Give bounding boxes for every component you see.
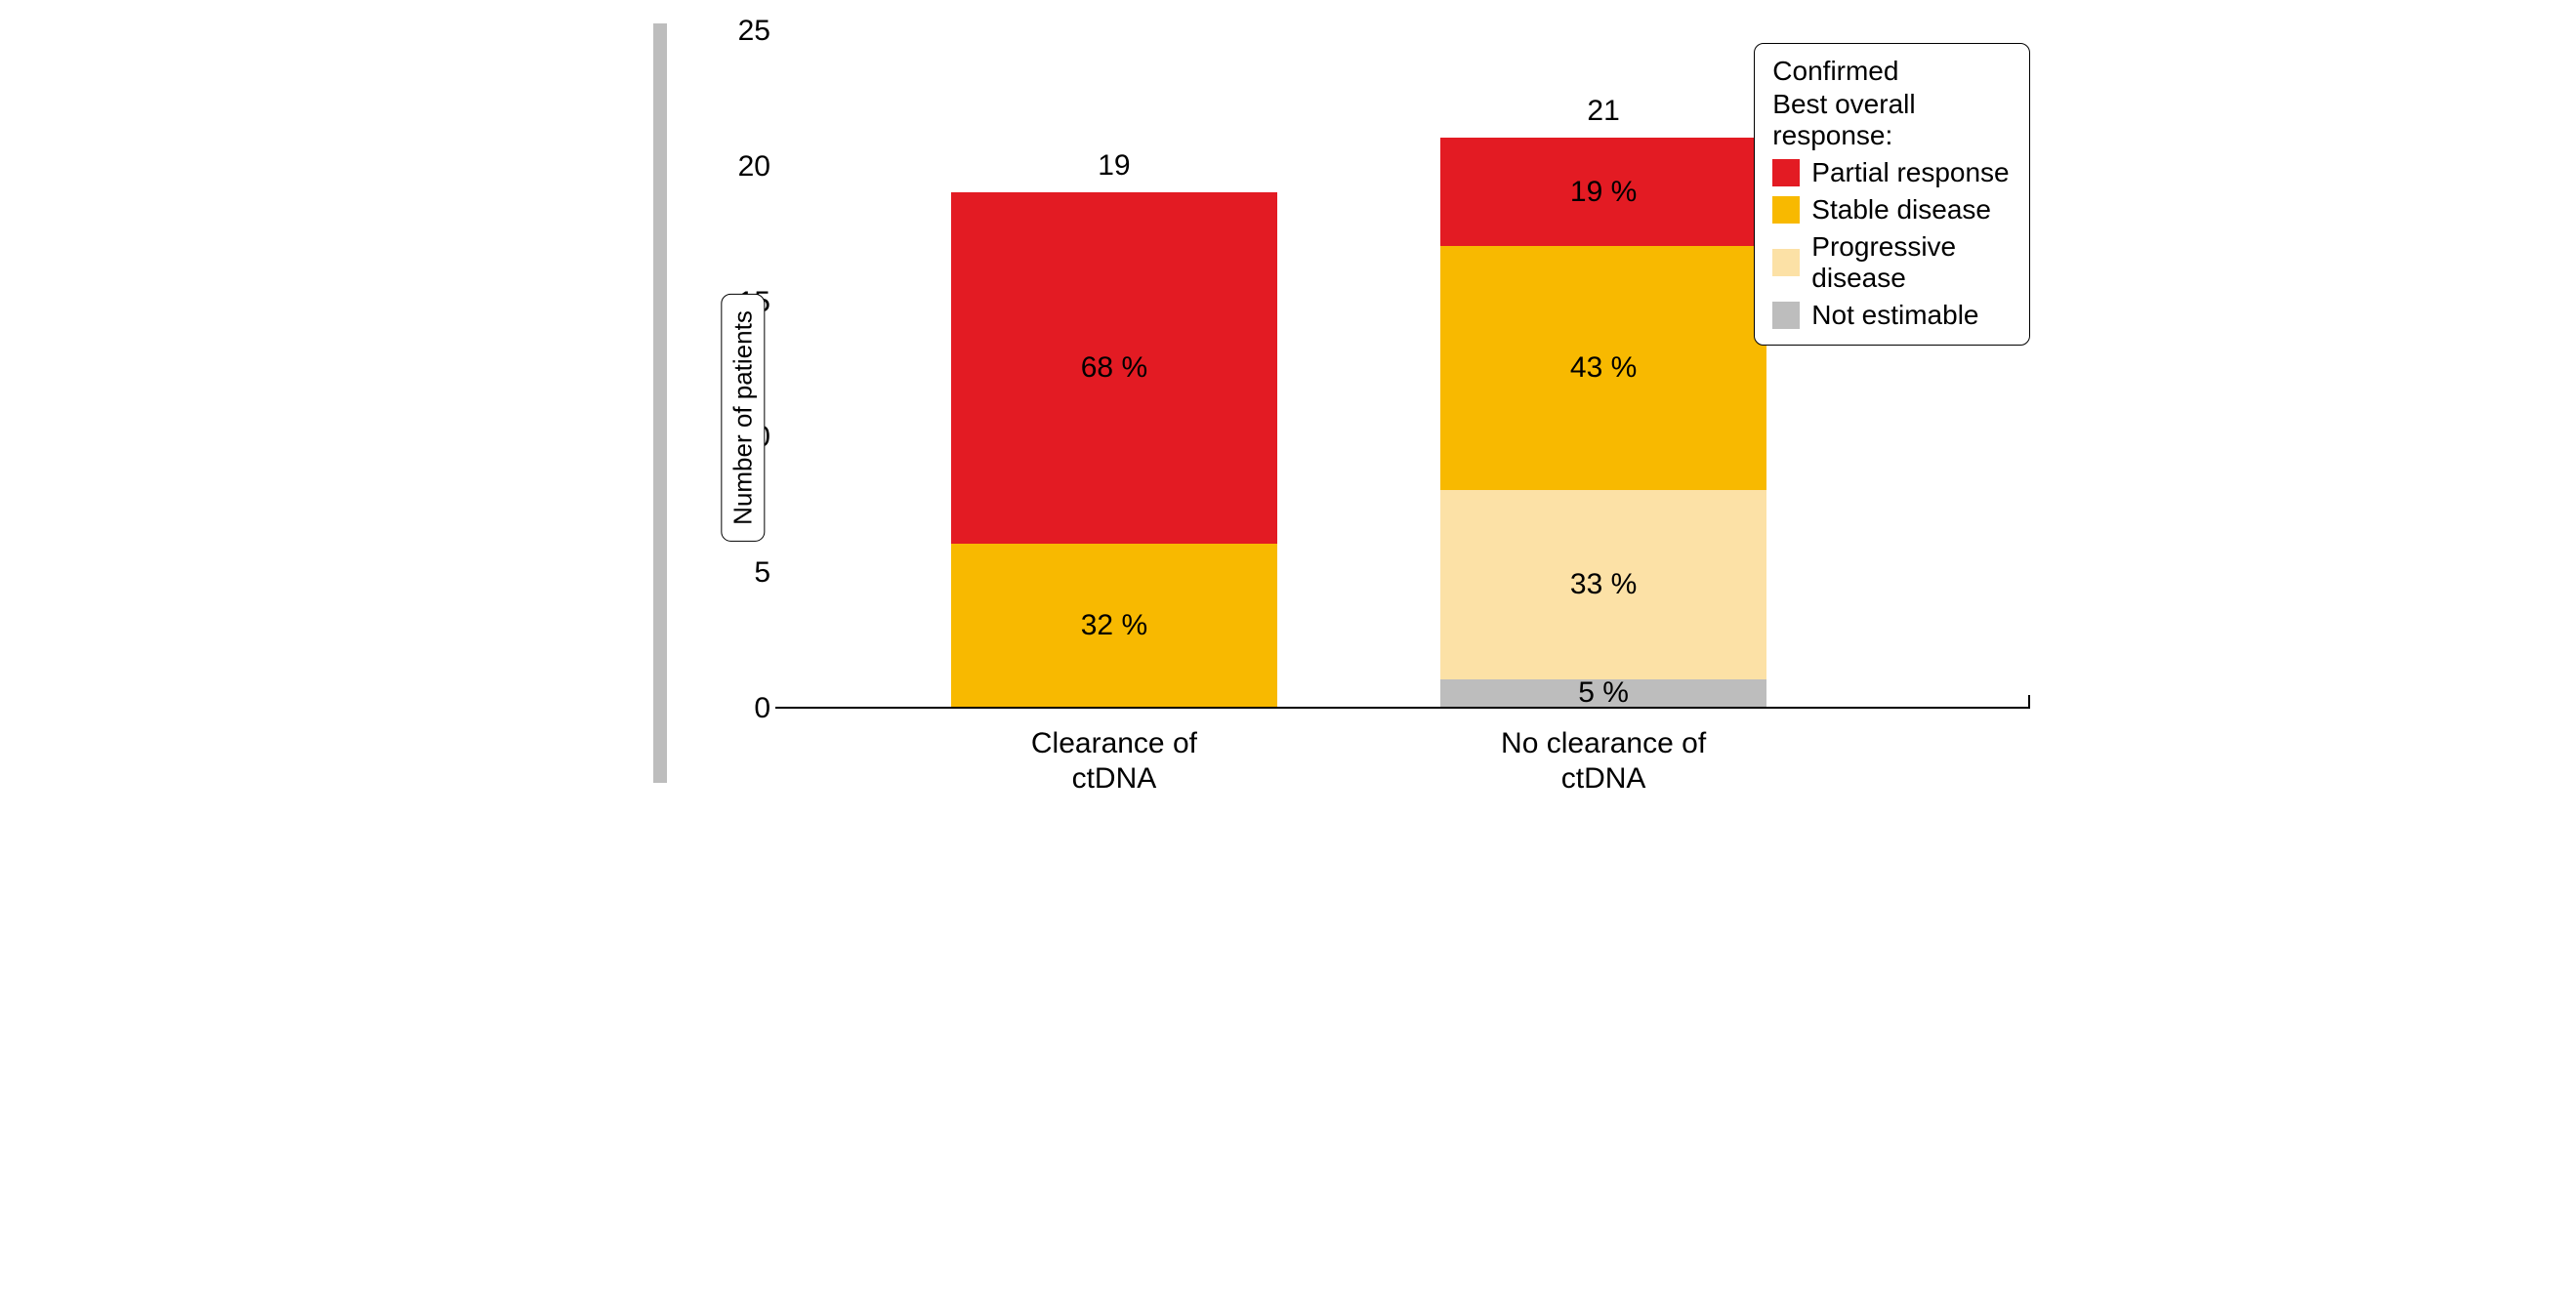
- y-tick-label: 20: [722, 150, 770, 184]
- segment-pct-label: 43 %: [1570, 351, 1637, 385]
- legend-title-line2: Best overall response:: [1772, 89, 2012, 151]
- bar-segment-no_clearance-pr: 19 %: [1440, 138, 1766, 246]
- bar-segment-clearance-pr: 68 %: [951, 192, 1277, 545]
- y-tick-label: 25: [722, 15, 770, 48]
- legend-row-sd: Stable disease: [1772, 194, 2012, 225]
- legend-swatch-pr: [1772, 159, 1800, 186]
- segment-pct-label: 32 %: [1081, 609, 1147, 642]
- plot-area: 32 %68 %195 %33 %43 %19 %21 0510152025 C…: [775, 29, 2030, 709]
- bar-total-label: 21: [1440, 95, 1766, 128]
- bar-total-label: 19: [951, 149, 1277, 183]
- bar-segment-no_clearance-sd: 43 %: [1440, 246, 1766, 490]
- legend-label-pd: Progressive disease: [1811, 231, 2012, 294]
- y-tick-label: 0: [722, 692, 770, 725]
- bar-segment-no_clearance-ne: 5 %: [1440, 679, 1766, 707]
- legend-row-pd: Progressive disease: [1772, 231, 2012, 294]
- y-axis-label: Number of patients: [721, 294, 765, 542]
- legend-swatch-pd: [1772, 249, 1800, 276]
- legend: Confirmed Best overall response: Partial…: [1754, 43, 2030, 346]
- bar-group-clearance: 32 % 68 % 19: [951, 29, 1277, 707]
- y-tick-label: 5: [722, 556, 770, 590]
- segment-pct-label: 19 %: [1570, 176, 1637, 209]
- segment-pct-label: 5 %: [1578, 676, 1629, 710]
- segment-pct-label: 68 %: [1081, 351, 1147, 385]
- legend-label-pr: Partial response: [1811, 157, 2009, 188]
- stacked-bar-chart: Number of patients 32 % 68 % 19 5 % 33 % 43 %…: [536, 20, 2040, 816]
- category-label-clearance: Clearance ofctDNA: [948, 726, 1280, 797]
- bar-segment-clearance-sd: 32 %: [951, 544, 1277, 707]
- legend-swatch-sd: [1772, 196, 1800, 224]
- category-label-line1: Clearance of: [948, 726, 1280, 761]
- legend-title-line1: Confirmed: [1772, 56, 2012, 87]
- category-label-line2: ctDNA: [1437, 761, 1769, 797]
- segment-pct-label: 33 %: [1570, 568, 1637, 601]
- bar-segment-no_clearance-pd: 33 %: [1440, 490, 1766, 679]
- legend-swatch-ne: [1772, 302, 1800, 329]
- bar-group-no_clearance: 5 % 33 % 43 % 19 % 21: [1440, 29, 1766, 707]
- y-axis-label-text: Number of patients: [727, 310, 757, 525]
- category-label-no_clearance: No clearance ofctDNA: [1437, 726, 1769, 797]
- legend-label-sd: Stable disease: [1811, 194, 1991, 225]
- legend-label-ne: Not estimable: [1811, 300, 1978, 331]
- legend-row-ne: Not estimable: [1772, 300, 2012, 331]
- category-label-line2: ctDNA: [948, 761, 1280, 797]
- y-axis-decor-bar: [653, 23, 667, 783]
- legend-row-pr: Partial response: [1772, 157, 2012, 188]
- x-axis-line: [775, 707, 2030, 709]
- category-label-line1: No clearance of: [1437, 726, 1769, 761]
